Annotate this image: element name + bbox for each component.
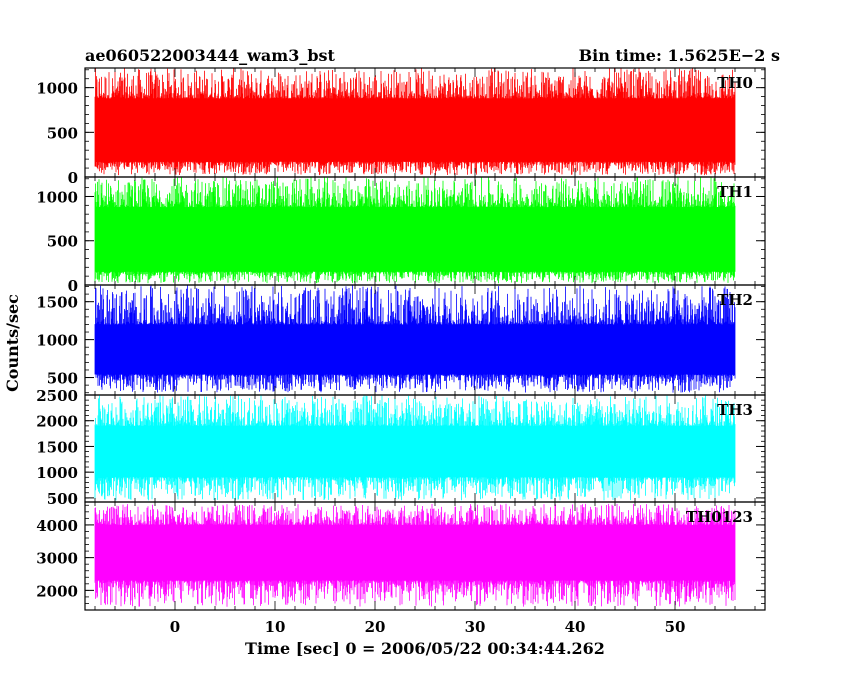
x-tick-label: 30 bbox=[465, 618, 486, 636]
y-tick-label: 1000 bbox=[36, 188, 78, 206]
series-th3 bbox=[94, 395, 736, 501]
y-tick-label: 1000 bbox=[36, 464, 78, 482]
x-tick-label: 0 bbox=[170, 618, 180, 636]
series-th1 bbox=[94, 177, 736, 284]
x-tick-label: 50 bbox=[665, 618, 686, 636]
plot-title-left: ae060522003444_wam3_bst bbox=[85, 46, 336, 65]
y-tick-label: 1500 bbox=[36, 294, 78, 312]
y-tick-label: 1000 bbox=[36, 332, 78, 350]
y-tick-label: 1500 bbox=[36, 438, 78, 456]
x-tick-label: 10 bbox=[265, 618, 286, 636]
x-tick-label: 40 bbox=[565, 618, 586, 636]
plot-title-right: Bin time: 1.5625E−2 s bbox=[579, 46, 780, 65]
panel-label: TH0123 bbox=[686, 508, 753, 526]
panel-th1: 0 500 1000 TH1 bbox=[36, 176, 766, 295]
panel-label: TH1 bbox=[717, 183, 753, 201]
y-tick-label: 500 bbox=[47, 233, 78, 251]
y-tick-label: 2500 bbox=[36, 387, 78, 405]
panel-frame bbox=[84, 501, 766, 611]
panel-th0: 0 500 1000 TH0 bbox=[36, 67, 766, 187]
y-tick-label: 500 bbox=[47, 124, 78, 142]
y-tick-label: 2000 bbox=[36, 413, 78, 431]
series-th0 bbox=[94, 68, 736, 176]
panel-label: TH0 bbox=[717, 74, 753, 92]
panel-label: TH3 bbox=[717, 401, 753, 419]
y-tick-label: 0 bbox=[68, 277, 78, 295]
x-axis-label: Time [sec] 0 = 2006/05/22 00:34:44.262 bbox=[245, 639, 605, 658]
panels-group: 0 500 1000 TH0 0 500 1000 TH1 500 1000 1500 TH2 500 1… bbox=[36, 67, 766, 611]
y-tick-label: 500 bbox=[47, 490, 78, 508]
x-axis: 0 10 20 30 40 50 bbox=[170, 618, 686, 636]
panel-th3: 500 1000 1500 2000 2500 TH3 bbox=[36, 387, 766, 508]
series-th0123 bbox=[94, 503, 736, 607]
panel-label: TH2 bbox=[717, 291, 753, 309]
y-tick-label: 1000 bbox=[36, 80, 78, 98]
y-tick-label: 500 bbox=[47, 370, 78, 388]
panel-th0123: 2000 3000 4000 TH0123 bbox=[36, 501, 766, 611]
y-tick-label: 2000 bbox=[36, 582, 78, 600]
y-tick-label: 4000 bbox=[36, 517, 78, 535]
y-tick-label: 3000 bbox=[36, 550, 78, 568]
x-tick-label: 20 bbox=[365, 618, 386, 636]
y-tick-label: 0 bbox=[68, 169, 78, 187]
y-axis-label: Counts/sec bbox=[3, 294, 22, 392]
series-th2 bbox=[94, 285, 736, 393]
panel-th2: 500 1000 1500 TH2 bbox=[36, 284, 766, 396]
